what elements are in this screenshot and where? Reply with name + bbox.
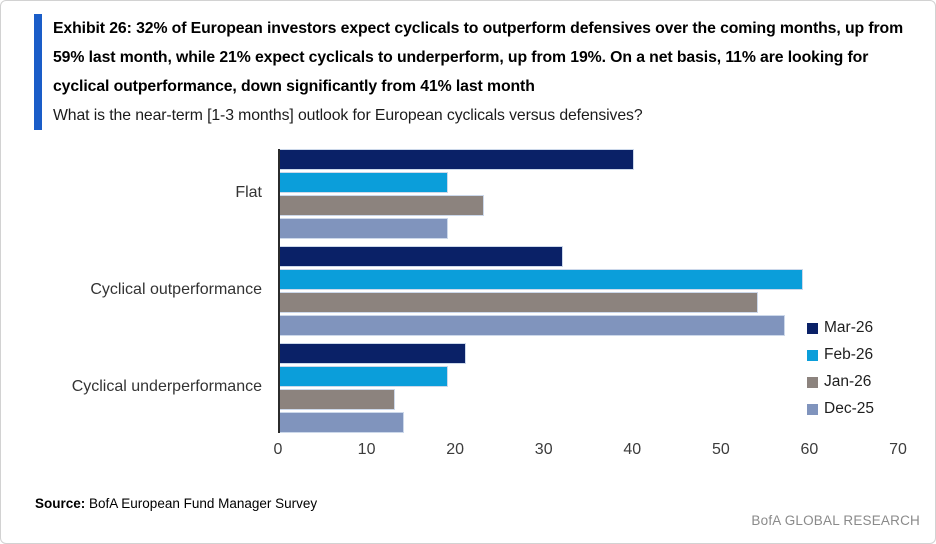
- legend-item-feb-26: Feb-26: [807, 343, 874, 367]
- legend-swatch-icon: [807, 322, 818, 334]
- bar-Dec-25-flat: [280, 218, 448, 239]
- x-tick-label-50: 50: [711, 441, 730, 458]
- legend-swatch-icon: [807, 403, 818, 415]
- exhibit-header: Exhibit 26: 32% of European investors ex…: [34, 14, 912, 130]
- x-tick-label-0: 0: [273, 441, 283, 458]
- bar-Jan-26-flat: [280, 195, 484, 216]
- bar-Dec-25-cyclical-underperformance: [280, 412, 404, 433]
- branding-text: BofA GLOBAL RESEARCH: [751, 513, 920, 528]
- x-tick-label-30: 30: [534, 441, 553, 458]
- category-labels: Flat Cyclical outperformance Cyclical unde…: [1, 149, 271, 433]
- bar-Mar-26-cyclical-outperformance: [280, 246, 563, 267]
- legend-item-jan-26: Jan-26: [807, 370, 874, 394]
- exhibit-title: Exhibit 26: 32% of European investors ex…: [53, 20, 904, 95]
- header-accent-bar: [34, 14, 42, 130]
- source-label: Source:: [35, 496, 86, 511]
- bar-Dec-25-cyclical-outperformance: [280, 315, 785, 336]
- category-label-flat: Flat: [235, 184, 262, 201]
- legend-label: Feb-26: [824, 346, 874, 363]
- x-tick-label-20: 20: [446, 441, 465, 458]
- legend: Mar-26 Feb-26 Jan-26 Dec-25: [807, 316, 874, 421]
- category-label-cyclical-underperformance: Cyclical underperformance: [71, 378, 262, 395]
- header-text: Exhibit 26: 32% of European investors ex…: [53, 14, 912, 130]
- source-text: BofA European Fund Manager Survey: [85, 496, 318, 511]
- legend-label: Mar-26: [824, 319, 874, 336]
- legend-swatch-icon: [807, 376, 818, 388]
- x-tick-label-10: 10: [357, 441, 376, 458]
- x-axis-ticks: 0 10 20 30 40 50 60 70: [274, 441, 907, 463]
- exhibit-subtitle: What is the near-term [1-3 months] outlo…: [53, 107, 643, 124]
- legend-item-mar-26: Mar-26: [807, 316, 874, 340]
- bar-Feb-26-flat: [280, 172, 448, 193]
- bar-Mar-26-cyclical-underperformance: [280, 343, 466, 364]
- bar-Feb-26-cyclical-underperformance: [280, 366, 448, 387]
- category-label-cyclical-outperformance: Cyclical outperformance: [90, 281, 262, 298]
- legend-swatch-icon: [807, 349, 818, 361]
- source-line: Source: BofA European Fund Manager Surve…: [35, 496, 317, 511]
- x-tick-label-70: 70: [889, 441, 907, 458]
- bar-Feb-26-cyclical-outperformance: [280, 269, 803, 290]
- legend-label: Jan-26: [824, 373, 872, 390]
- bar-Jan-26-cyclical-outperformance: [280, 292, 758, 313]
- x-tick-label-60: 60: [800, 441, 819, 458]
- legend-item-dec-25: Dec-25: [807, 397, 874, 421]
- bar-Jan-26-cyclical-underperformance: [280, 389, 395, 410]
- bar-Mar-26-flat: [280, 149, 634, 170]
- x-tick-label-40: 40: [623, 441, 642, 458]
- plot-area: [278, 149, 900, 433]
- legend-label: Dec-25: [824, 400, 874, 417]
